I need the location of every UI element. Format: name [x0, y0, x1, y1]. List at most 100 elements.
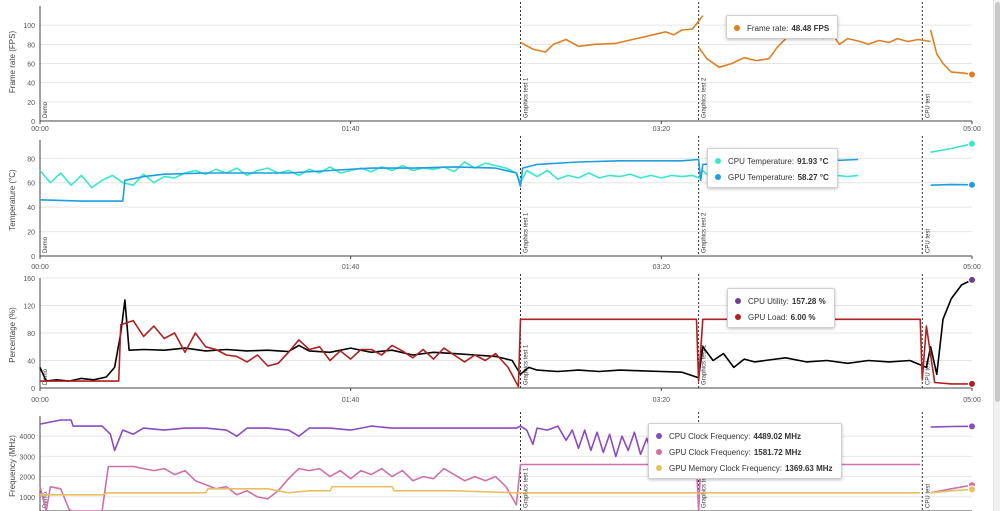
series-line-cpu-temperature [930, 143, 973, 153]
section-marker-label: Demo [43, 101, 49, 118]
vertical-scrollbar[interactable] [993, 0, 1000, 511]
tooltip-row-gpu-temperature: GPU Temperature: 58.27 °C [715, 169, 829, 185]
series-line-cpu-clock-frequency [930, 425, 973, 428]
series-end-marker [968, 379, 976, 388]
section-marker-label: Graphics test 2 [702, 212, 708, 253]
x-tick-label: 00:00 [31, 397, 49, 404]
tooltip-value: 91.93 °C [797, 156, 829, 166]
tooltip-series-name: GPU Clock Frequency: [669, 447, 751, 457]
temperature-tooltip: CPU Temperature: 91.93 °C GPU Temperatur… [707, 148, 838, 188]
tooltip-row-cpu-utility: CPU Utility: 157.28 % [735, 293, 826, 309]
gpu-load-legend-dot [735, 314, 741, 320]
series-line-gpu-memory-clock-frequency [930, 488, 973, 494]
y-tick-label: 40 [27, 205, 35, 212]
tooltip-series-name: CPU Clock Frequency: [669, 431, 751, 441]
series-line-frame-rate [929, 29, 973, 76]
y-tick-label: 20 [27, 230, 35, 237]
tooltip-value: 157.28 % [791, 296, 826, 306]
series-end-marker [968, 422, 976, 431]
section-marker-label: CPU test [925, 229, 931, 253]
tooltip-series-name: GPU Temperature: [728, 172, 795, 182]
y-tick-label: 4000 [19, 434, 35, 441]
y-axis-label: Percentage (%) [8, 307, 17, 363]
clock-frequency-tooltip: CPU Clock Frequency: 4489.02 MHz GPU Clo… [648, 423, 842, 479]
series-line-gpu-load [40, 318, 972, 388]
section-marker-label: CPU test [925, 361, 931, 385]
x-tick-label: 05:00 [963, 397, 981, 404]
scrollbar-thumb[interactable] [995, 2, 1000, 402]
section-marker-label: Graphics test 1 [523, 212, 529, 253]
section-marker-label: CPU test [925, 484, 931, 508]
section-marker-label: Graphics test 1 [523, 467, 529, 508]
tooltip-value: 58.27 °C [797, 172, 829, 182]
y-tick-label: 2000 [19, 475, 35, 482]
x-tick-label: 03:20 [653, 264, 671, 271]
x-tick-label: 01:40 [342, 264, 360, 271]
series-line-gpu-clock-frequency [39, 463, 921, 511]
tooltip-row-gpu-clock: GPU Clock Frequency: 1581.72 MHz [656, 444, 833, 460]
tooltip-series-name: GPU Memory Clock Frequency: [669, 463, 782, 473]
tooltip-series-name: CPU Temperature: [728, 156, 795, 166]
series-line-gpu-temperature [930, 183, 973, 186]
gpu-memory-clock-legend-dot [656, 465, 662, 471]
x-tick-label: 05:00 [963, 126, 981, 133]
x-tick-label: 01:40 [342, 397, 360, 404]
x-tick-label: 03:20 [653, 397, 671, 404]
gpu-clock-legend-dot [656, 449, 662, 455]
section-marker-label: Graphics test 2 [702, 344, 708, 385]
series-end-marker [968, 139, 976, 148]
x-tick-label: 05:00 [963, 264, 981, 271]
section-marker-label: Demo [43, 491, 49, 508]
frame-rate-tooltip: Frame rate: 48.48 FPS [726, 15, 839, 39]
tooltip-row-frame-rate: Frame rate: 48.48 FPS [734, 20, 829, 36]
load-tooltip: CPU Utility: 157.28 % GPU Load: 6.00 % [727, 288, 835, 328]
series-end-marker [968, 70, 976, 79]
series-line-cpu-utility [39, 279, 973, 382]
series-end-marker [968, 180, 976, 189]
x-tick-label: 01:40 [342, 126, 360, 133]
tooltip-series-name: GPU Load: [748, 312, 788, 322]
y-axis-label: Frequency (MHz) [8, 435, 17, 497]
y-tick-label: 20 [27, 100, 35, 107]
cpu-utility-legend-dot [735, 298, 741, 304]
tooltip-row-gpu-load: GPU Load: 6.00 % [735, 309, 826, 325]
gpu-temperature-legend-dot [715, 174, 721, 180]
section-marker-label: Graphics test 2 [702, 77, 708, 118]
tooltip-row-cpu-temperature: CPU Temperature: 91.93 °C [715, 153, 829, 169]
tooltip-value: 6.00 % [790, 312, 816, 322]
y-tick-label: 160 [23, 276, 35, 283]
section-marker-label: Graphics test 2 [702, 467, 708, 508]
section-marker-label: Graphics test 1 [523, 77, 529, 118]
cpu-clock-legend-dot [656, 433, 662, 439]
y-tick-label: 40 [27, 81, 35, 88]
y-tick-label: 60 [27, 181, 35, 188]
y-axis-label: Temperature (°C) [8, 169, 17, 231]
y-tick-label: 80 [27, 42, 35, 49]
y-tick-label: 80 [27, 331, 35, 338]
series-end-marker [968, 275, 976, 284]
x-tick-label: 00:00 [31, 264, 49, 271]
x-tick-label: 03:20 [653, 126, 671, 133]
x-tick-label: 00:00 [31, 126, 49, 133]
y-tick-label: 0 [31, 119, 35, 126]
cpu-temperature-legend-dot [715, 158, 721, 164]
y-tick-label: 120 [23, 304, 35, 311]
tooltip-row-cpu-clock: CPU Clock Frequency: 4489.02 MHz [656, 428, 833, 444]
tooltip-value: 1369.63 MHz [784, 463, 833, 473]
tooltip-value: 4489.02 MHz [753, 431, 801, 441]
section-marker-label: Graphics test 1 [523, 344, 529, 385]
y-tick-label: 80 [27, 156, 35, 163]
series-line-gpu-temperature [39, 158, 859, 202]
chart-panel-temp: 0 20 40 60 80 Temperature (°C) 00:00 01:40 03:20… [8, 136, 981, 271]
y-tick-label: 60 [27, 62, 35, 69]
y-tick-label: 1000 [19, 495, 35, 502]
y-tick-label: 0 [31, 254, 35, 261]
tooltip-value: 1581.72 MHz [753, 447, 802, 457]
tooltip-row-gpu-memory-clock: GPU Memory Clock Frequency: 1369.63 MHz [656, 460, 833, 476]
y-tick-label: 0 [31, 386, 35, 393]
tooltip-series-name: Frame rate: [747, 23, 789, 33]
y-tick-label: 100 [23, 23, 35, 30]
chart-panel-fps: 0 20 40 60 80 100 Frame rate (FPS) 00:00 01:40 03… [8, 2, 981, 133]
section-marker-label: Demo [43, 236, 49, 253]
